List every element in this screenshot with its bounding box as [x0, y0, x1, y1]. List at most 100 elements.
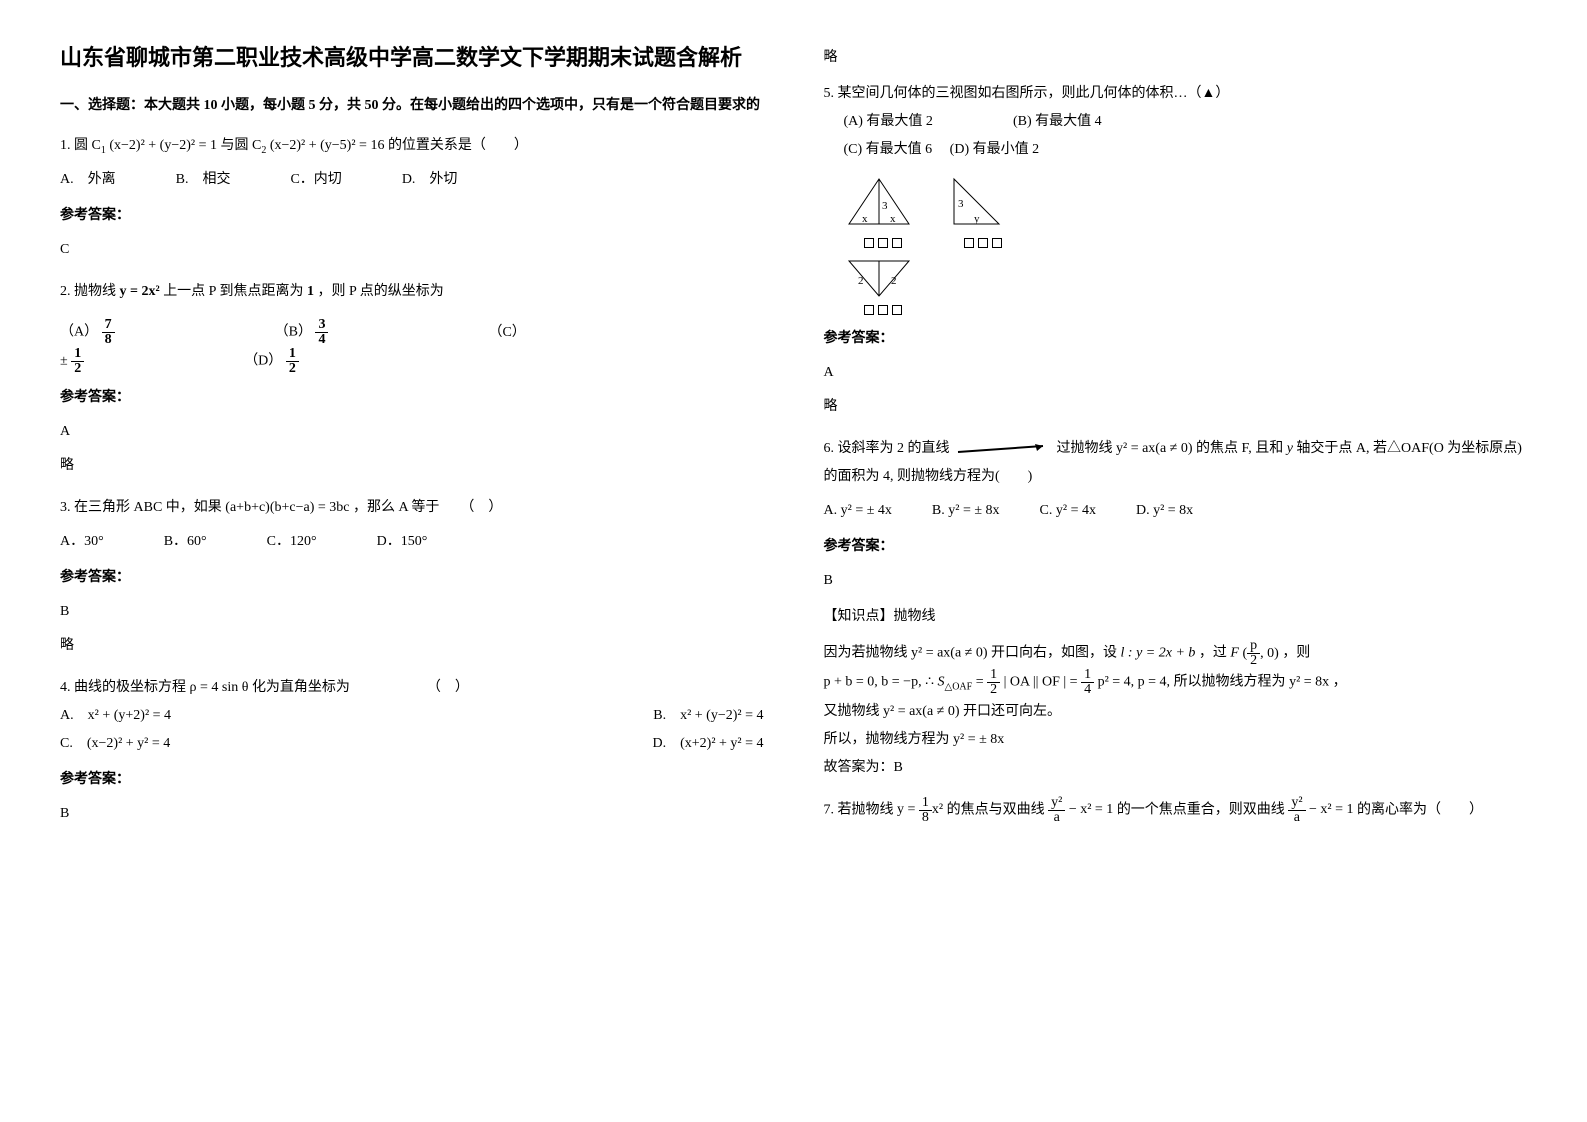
- q1-eq2: (x−2)² + (y−5)² = 16: [270, 138, 385, 153]
- q1-sub2: 2: [261, 144, 266, 155]
- q6-optD: D. y² = 8x: [1136, 497, 1193, 525]
- q4-opts-row1: A. x² + (y+2)² = 4 B. x² + (y−2)² = 4: [60, 702, 764, 730]
- q3-note: 略: [60, 632, 764, 660]
- page: 山东省聊城市第二职业技术高级中学高二数学文下学期期末试题含解析 一、选择题：本大…: [60, 40, 1527, 842]
- q1-optA: A. 外离: [60, 166, 116, 194]
- tri2-y: y: [974, 213, 980, 225]
- q6-sol2-pre: p + b = 0, b = −p, ∴: [824, 675, 938, 690]
- q3-optA: A．30°: [60, 528, 104, 556]
- q1-stem-post: 的位置关系是（ ）: [388, 138, 528, 153]
- q5-optA: (A) 有最大值 2: [844, 108, 933, 136]
- q3-optD: D．150°: [377, 528, 428, 556]
- q7-eq3-d: a: [1288, 811, 1305, 825]
- q6-sol2-post: 所以抛物线方程为: [1174, 675, 1286, 690]
- q6-optD-eq: y² = 8x: [1153, 503, 1193, 518]
- q6-optB: B. y² = ± 8x: [932, 497, 1000, 525]
- q4-optA-eq: x² + (y+2)² = 4: [88, 708, 171, 723]
- question-5: 5. 某空间几何体的三视图如右图所示，则此几何体的体积…（▲） (A) 有最大值…: [824, 80, 1528, 421]
- q6-options: A. y² = ± 4x B. y² = ± 8x C. y² = 4x D. …: [824, 497, 1528, 525]
- q4-stem-post: 化为直角坐标为 （ ）: [252, 680, 469, 695]
- left-column: 山东省聊城市第二职业技术高级中学高二数学文下学期期末试题含解析 一、选择题：本大…: [60, 40, 764, 842]
- q7-stem-mid1: 的焦点与双曲线: [947, 802, 1049, 817]
- q6-sol4-pre: 所以，抛物线方程为: [824, 732, 950, 747]
- q4-eq: ρ = 4 sin θ: [190, 680, 249, 695]
- q6-optA: A. y² = ± 4x: [824, 497, 892, 525]
- front-view: 3 x x: [844, 174, 914, 248]
- q6-sol-line3: 又抛物线 y² = ax(a ≠ 0) 开口还可向左。: [824, 698, 1528, 726]
- question-6: 6. 设斜率为 2 的直线 过抛物线 y² = ax(a ≠ 0) 的焦点 F,…: [824, 435, 1528, 782]
- q2-optB-d: 4: [315, 333, 328, 347]
- q4-optA: A. x² + (y+2)² = 4: [60, 702, 171, 730]
- q2-optC-pre: ±: [60, 354, 68, 369]
- q1-optB: B. 相交: [176, 166, 231, 194]
- q2-optA-n: 7: [102, 318, 115, 333]
- q4-optB-eq: x² + (y−2)² = 4: [680, 708, 763, 723]
- q3-ans-label: 参考答案：: [60, 564, 764, 592]
- question-2: 2. 抛物线 y = 2x² 上一点 P 到焦点距离为 1 ，则 P 点的纵坐标…: [60, 278, 764, 480]
- q2-optA-frac: 78: [102, 318, 115, 347]
- q2-optC: ± 12: [60, 347, 84, 376]
- q2-optD-d: 2: [286, 362, 299, 376]
- tri1-h: 3: [882, 200, 888, 212]
- q7-eq3-n: y²: [1288, 796, 1305, 811]
- q6-sol2-sub: △OAF: [945, 682, 973, 693]
- q2-stem-pre: 2. 抛物线: [60, 284, 120, 299]
- q6-sol2-mid: | OA || OF | =: [1004, 675, 1081, 690]
- q6-sol1-Fcoord: (p2, 0): [1242, 646, 1278, 661]
- q2-stem-post: ，则 P 点的纵坐标为: [317, 284, 443, 299]
- q6-eq1: y² = ax(a ≠ 0): [1116, 441, 1193, 456]
- section-intro: 一、选择题：本大题共 10 小题，每小题 5 分，共 50 分。在每小题给出的四…: [60, 95, 764, 117]
- q2-one: 1: [307, 284, 314, 299]
- q4-optC: C. (x−2)² + y² = 4: [60, 730, 170, 758]
- q2-optC-label: （C）: [488, 319, 525, 347]
- question-3: 3. 在三角形 ABC 中，如果 (a+b+c)(b+c−a) = 3bc ，那…: [60, 494, 764, 660]
- q4-stem-pre: 4. 曲线的极坐标方程: [60, 680, 186, 695]
- q7-eq1-pre: y =: [897, 802, 919, 817]
- q6-sol1-F: F: [1230, 646, 1239, 661]
- question-7: 7. 若抛物线 y = 18x² 的焦点与双曲线 y²a − x² = 1 的一…: [824, 796, 1528, 825]
- q2-optD: （D） 12: [244, 347, 299, 376]
- q1-mid: 与圆 C: [220, 138, 261, 153]
- q6-sol4-eq: y² = ± 8x: [953, 732, 1004, 747]
- q6-sol2-comma: ，: [1333, 675, 1347, 690]
- q5-ans-label: 参考答案：: [824, 325, 1528, 353]
- q6-sol2-p2: p² = 4, p = 4,: [1098, 675, 1171, 690]
- q6-optC-label: C.: [1040, 503, 1053, 518]
- q2-optC-n: 1: [71, 347, 84, 362]
- q2-optC-d: 2: [71, 362, 84, 376]
- q6-ans-label: 参考答案：: [824, 533, 1528, 561]
- q3-eq: (a+b+c)(b+c−a) = 3bc: [225, 500, 349, 515]
- q6-stem-pre: 6. 设斜率为 2 的直线: [824, 441, 950, 456]
- q2-stem-mid: 上一点 P 到焦点距离为: [163, 284, 303, 299]
- q4-optC-label: C.: [60, 736, 73, 751]
- tri1-xr: x: [890, 213, 896, 225]
- q3-stem-post: ，那么 A 等于 （ ）: [353, 500, 502, 515]
- q6-F-post: , 0: [1260, 646, 1274, 661]
- q2-optB: （B） 34: [275, 318, 329, 347]
- q4-opts-row2: C. (x−2)² + y² = 4 D. (x+2)² + y² = 4: [60, 730, 764, 758]
- q6-sol1-eq: y² = ax(a ≠ 0): [911, 646, 988, 661]
- q7-stem-post: 的离心率为（ ）: [1357, 802, 1483, 817]
- q2-optD-n: 1: [286, 347, 299, 362]
- q2-eq: y = 2x²: [120, 284, 160, 299]
- q6-sol1-mid2: ，过: [1199, 646, 1231, 661]
- q2-optD-label: （D）: [244, 354, 282, 369]
- q1-optC: C．内切: [290, 166, 341, 194]
- q7-eq1-d: 8: [919, 811, 932, 825]
- q6-stem-mid: 过抛物线: [1057, 441, 1117, 456]
- q6-optD-label: D.: [1136, 503, 1150, 518]
- q5-optB: (B) 有最大值 4: [1013, 108, 1102, 136]
- q6-q-n: 1: [1081, 668, 1094, 683]
- q6-optB-label: B.: [932, 503, 945, 518]
- tri1-xl: x: [862, 213, 868, 225]
- q6-stem-mid2: 的焦点 F, 且和: [1196, 441, 1287, 456]
- q4-optA-label: A.: [60, 708, 74, 723]
- q7-eq3-post: − x² = 1: [1306, 802, 1354, 817]
- front-view-label: [864, 238, 914, 248]
- q6-q-d: 4: [1081, 683, 1094, 697]
- q7-eq2-d: a: [1048, 811, 1065, 825]
- q6-sol1-post: ，则: [1282, 646, 1310, 661]
- line-arrow-icon: [953, 442, 1053, 456]
- q6-sol2-S: S: [938, 675, 945, 690]
- q7-eq2: y²a − x² = 1: [1048, 802, 1117, 817]
